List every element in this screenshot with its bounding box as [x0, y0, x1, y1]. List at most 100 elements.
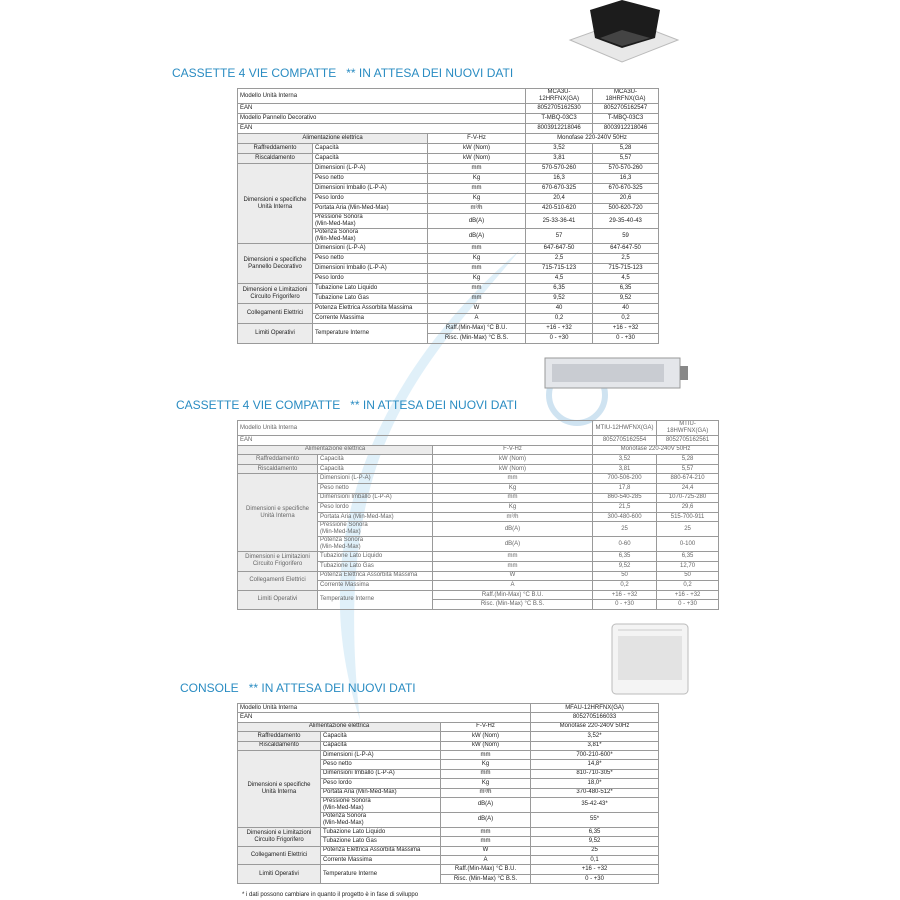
row-label: Tubazione Lato Gas [312, 293, 428, 304]
unit: kW (Nom) [439, 731, 532, 742]
row: Collegamenti Elettrici Potenza Elettrica … [237, 570, 720, 591]
row-label: Corrente Massima [317, 580, 433, 591]
value: 24,4 [656, 482, 720, 494]
value: 0,2 [525, 313, 594, 324]
value: 5,28 [656, 454, 720, 465]
body: Modello Unità Interna MFAU-12HRFNX(GA) EAN… [236, 702, 660, 885]
row: Modello Unità Interna MCA3U-12HRFNX(GA) MC… [236, 88, 660, 104]
unit: mm [439, 749, 532, 761]
unit: Kg [439, 759, 532, 770]
row: Risc. (Min-Max) °C B.S. 0 - +30 [238, 873, 660, 885]
unit: mm [426, 243, 527, 254]
header-label: EAN [236, 435, 594, 446]
group-label: Dimensioni e Limitazioni Circuito Frigor… [237, 283, 313, 304]
row-label: Tubazione Lato Gas [320, 836, 441, 847]
value: 0-60 [592, 536, 658, 553]
value: 0 - +30 [525, 333, 594, 344]
row-label: Capacità [320, 740, 441, 751]
group-label: Limiti Operativi [237, 589, 318, 610]
value: 6,35 [592, 283, 660, 294]
value: 25 [530, 845, 660, 857]
value: 17,8 [592, 482, 658, 494]
value: 12,70 [656, 560, 720, 572]
row-label: Tubazione Lato Liquido [312, 283, 428, 294]
spec-table: Modello Unità Interna MCA3U-12HRFNX(GA) MC… [236, 88, 660, 344]
row-label: Potenza Sonora (Min-Med-Max) [317, 536, 433, 553]
value: 0,2 [656, 580, 720, 591]
value: 9,52 [530, 836, 660, 847]
unit: Raff.(Min-Max) °C B.U. [426, 323, 527, 334]
power-value: Monofase 220-240V 50Hz [530, 721, 660, 733]
group-label: Dimensioni e specifiche Unità Interna [237, 473, 318, 553]
header-label: EAN [236, 712, 532, 723]
row: Modello Pannello Decorativo T-MBQ-03C3 T-M… [236, 113, 660, 124]
value: 3,52 [592, 454, 658, 465]
row-label: Dimensioni (L-P-A) [317, 473, 433, 484]
value: 5,28 [592, 143, 660, 154]
group-label: Raffreddamento [237, 143, 313, 154]
power-value: Monofase 220-240V 50Hz [525, 133, 660, 144]
section-title: CASSETTE 4 VIE COMPATTE ** IN ATTESA DEI … [172, 66, 523, 80]
row: Alimentazione elettrica F-V-Hz Monofase 22… [237, 721, 660, 733]
unit: mm [426, 283, 527, 294]
value: 3,81* [530, 740, 660, 751]
row: Limiti Operativi Temperature Interne Raff.… [237, 864, 660, 885]
group-label: Raffreddamento [237, 454, 318, 465]
header-label: Modello Unità Interna [236, 88, 527, 104]
unit: dB(A) [439, 796, 532, 813]
header-value: T-MBQ-03C3 [525, 113, 594, 124]
value: 50 [592, 570, 658, 582]
row-label: Portata Aria (Min-Med-Max) [320, 787, 441, 798]
value: 21,5 [592, 502, 658, 513]
value: 700-506-200 [592, 473, 658, 484]
value: +16 - +32 [592, 323, 660, 334]
unit: Risc. (Min-Max) °C B.S. [431, 599, 594, 610]
value: +16 - +32 [530, 864, 660, 875]
unit: W [426, 303, 527, 314]
value: +16 - +32 [525, 323, 594, 334]
row: Raffreddamento Capacità kW (Nom) 3,52* [237, 731, 660, 742]
header-label: Modello Unità Interna [236, 420, 594, 436]
value: 2,5 [525, 253, 594, 264]
row: Alimentazione elettrica F-V-Hz Monofase 22… [237, 133, 660, 144]
group-label: Raffreddamento [237, 731, 321, 742]
unit: kW (Nom) [426, 153, 527, 164]
value: 0,2 [592, 580, 658, 591]
value: 647-647-50 [592, 243, 660, 254]
value: 3,52* [530, 731, 660, 742]
value: 6,35 [592, 551, 658, 562]
row-label: Capacità [312, 143, 428, 154]
row-label: Temperature Interne [320, 864, 441, 885]
value: 0 - +30 [592, 599, 658, 610]
unit: dB(A) [426, 228, 527, 244]
body: Modello Unità Interna MCA3U-12HRFNX(GA) MC… [236, 88, 660, 344]
header-value: 8003912218046 [592, 123, 660, 134]
row: Potenza Sonora (Min-Med-Max) dB(A) 57 59 [238, 228, 660, 244]
unit: kW (Nom) [439, 740, 532, 751]
row: Dimensioni e Limitazioni Circuito Frigor… [237, 551, 720, 572]
header-value: MTIU-18HWFNX(GA) [656, 420, 720, 436]
row: EAN 8003912218046 8003912218046 [236, 123, 660, 134]
row: Raffreddamento Capacità kW (Nom) 3,52 5,28 [237, 454, 720, 465]
row-label: Capacità [312, 153, 428, 164]
header-value: MTIU-12HWFNX(GA) [592, 420, 658, 436]
value: 14,8* [530, 759, 660, 770]
row: Modello Unità Interna MFAU-12HRFNX(GA) [236, 702, 660, 714]
row: EAN 8052705162530 8052705162547 [236, 103, 660, 114]
value: 420-510-620 [525, 203, 594, 214]
value: 0,2 [592, 313, 660, 324]
unit: dB(A) [431, 536, 594, 553]
unit: Kg [431, 502, 594, 513]
value: 9,52 [592, 293, 660, 304]
row-label: Potenza Elettrica Assorbita Massima [312, 303, 428, 314]
value: 3,81 [525, 153, 594, 164]
power-unit: F-V-Hz [426, 133, 527, 144]
unit: mm [431, 560, 594, 572]
row: Dimensioni e specifiche Pannello Decorat… [237, 243, 660, 284]
header-value: 8003912218046 [525, 123, 594, 134]
value: 860-540-285 [592, 492, 658, 504]
unit: A [426, 313, 527, 324]
row-label: Peso netto [312, 173, 428, 184]
value: 16,3 [525, 173, 594, 184]
